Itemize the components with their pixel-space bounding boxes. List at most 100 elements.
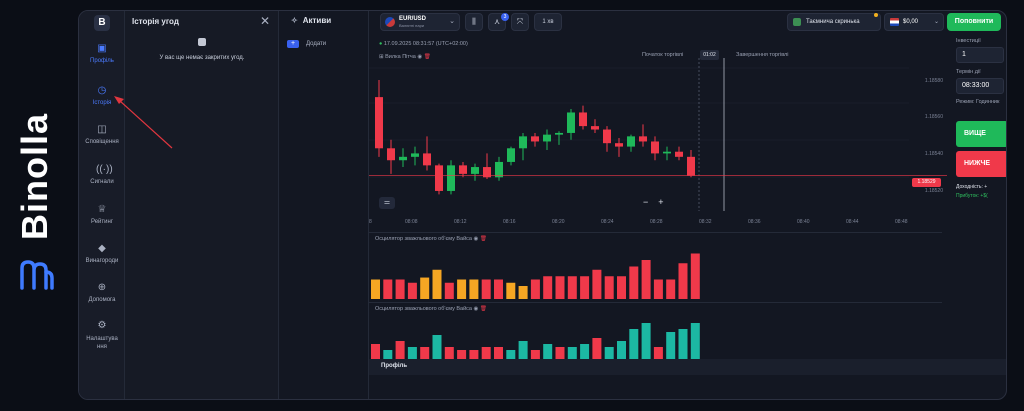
nav-history[interactable]: ◷ Історія [79, 85, 125, 106]
nav-label: Допомога [88, 297, 116, 303]
candle-body [483, 167, 491, 178]
volume-bar [530, 350, 540, 365]
candle-body [531, 136, 539, 142]
higher-button[interactable]: ВИЩЕ [956, 121, 1006, 147]
term-input[interactable]: 08:33:00 [956, 78, 1004, 94]
chart-type-button[interactable]: ⫼ [465, 13, 483, 31]
volume-bar [506, 350, 516, 365]
time-tick: 08:20 [552, 219, 565, 225]
drawing-tools-button[interactable]: ⤧ [511, 13, 529, 31]
candle-body [411, 153, 419, 157]
volume-bar [592, 269, 602, 299]
chart-settings-button[interactable]: ⚌ [379, 197, 395, 209]
volume-bar [371, 344, 380, 365]
close-icon[interactable]: ✕ [259, 14, 270, 28]
add-asset-label[interactable]: Додати [306, 41, 327, 47]
assets-title-text: Активи [302, 16, 332, 25]
volume-bar [444, 347, 454, 365]
volume-bar [518, 341, 528, 365]
assets-panel: ✧ Активи + Додати [279, 11, 369, 399]
trade-end-label: Завершення торгівлі [736, 52, 789, 58]
candle-body [675, 151, 683, 157]
eye-icon[interactable]: ◉ [473, 306, 479, 312]
nav-label: Сигнали [90, 179, 114, 185]
time-tick: 08:28 [650, 219, 663, 225]
candle-body [639, 136, 647, 142]
eye-icon[interactable]: ◉ [417, 54, 423, 60]
pair-category: Валютні пари [399, 23, 425, 28]
price-tick: 1.18560 [924, 114, 943, 120]
nav-rewards[interactable]: ◆ Винагороди [79, 243, 125, 264]
volume-bar [395, 279, 405, 299]
nav-notifications[interactable]: ◫ Сповіщення [79, 124, 125, 145]
mystery-box-button[interactable]: Таємнича скринька [787, 13, 881, 31]
time-tick: 8 [369, 219, 372, 225]
help-globe-icon: ⊕ [97, 282, 107, 293]
candle-body [603, 129, 611, 144]
nav-label: Рейтинг [90, 219, 114, 225]
candles-icon: ⫼ [472, 17, 476, 26]
history-panel: Історія угод ✕ У вас ще немає закритих у… [125, 11, 279, 399]
volume-bar [432, 335, 442, 365]
price-tick: 1.18580 [924, 78, 943, 84]
volume-bar [629, 266, 639, 299]
volume-bar [678, 329, 688, 365]
nav-label: Винагороди [85, 258, 119, 264]
volume-bar [371, 279, 380, 299]
price-tick: 1.18520 [924, 188, 943, 194]
candle-body [591, 126, 599, 130]
volume-bar [641, 323, 651, 365]
volume-bar [457, 350, 467, 365]
zoom-in-button[interactable]: + [658, 197, 664, 207]
trade-panel: Інвестиції 1 Термін дії 08:33:00 Режим: … [952, 33, 1006, 378]
chevron-down-icon: ⌄ [449, 18, 455, 25]
volume-bar [420, 277, 430, 299]
volume-bar [494, 347, 503, 365]
add-asset-button[interactable]: + [287, 40, 299, 48]
volume-bar [567, 276, 577, 299]
time-tick: 08:48 [895, 219, 908, 225]
app-logo-icon[interactable]: B [94, 15, 110, 31]
deposit-button[interactable]: Поповнити [947, 13, 1001, 31]
zoom-out-button[interactable]: − [643, 197, 649, 207]
sparkle-icon: ✧ [291, 16, 298, 25]
balance-selector[interactable]: $0,00 ⌄ [884, 13, 944, 31]
nav-profile[interactable]: ▣ Профіль [79, 43, 125, 64]
lower-button[interactable]: НИЖЧЕ [956, 151, 1006, 177]
volume-bar [617, 276, 626, 299]
volume-bar [666, 332, 676, 365]
volume-bar [555, 276, 565, 299]
nav-settings[interactable]: ⚙ Налаштування [79, 320, 125, 351]
remaining-time-chip: 01:02 [700, 50, 719, 60]
eye-icon[interactable]: ◉ [473, 236, 479, 242]
diamond-icon: ◆ [98, 243, 106, 254]
trash-icon[interactable]: 🗑 [423, 54, 431, 60]
volume-bar [592, 338, 602, 365]
chart-datetime: ● 17.09.2025 08:31:57 (UTC+02:00) [379, 41, 468, 47]
indicators-button[interactable]: ⋏ 3 [488, 13, 509, 31]
nav-signals[interactable]: ((·)) Сигнали [79, 164, 125, 185]
timeframe-button[interactable]: 1 хв [534, 13, 562, 31]
candle-body [399, 156, 407, 161]
trash-icon[interactable]: 🗑 [479, 306, 487, 312]
indicator-icon: ⊞ [379, 54, 384, 60]
nav-rating[interactable]: ♕ Рейтинг [79, 204, 125, 225]
mode-label: Режим: Годинник [956, 99, 1000, 105]
nav-label: Профіль [90, 58, 114, 64]
investment-input[interactable]: 1 [956, 47, 1004, 63]
asset-selector[interactable]: EUR/USD Валютні пари ⌄ [380, 13, 460, 31]
top-toolbar: EUR/USD Валютні пари ⌄ ⫼ ⋏ 3 ⤧ 1 хв Таємн… [369, 11, 1006, 33]
zoom-controls: − + [643, 197, 677, 209]
candle-body [567, 112, 575, 133]
nav-help[interactable]: ⊕ Допомога [79, 282, 125, 303]
trash-icon[interactable]: 🗑 [479, 236, 487, 242]
gift-icon [793, 18, 801, 26]
volume-panel-1-title: Осцилятор зважльового об'єму Вайса ◉ 🗑 [375, 236, 487, 242]
price-tick: 1.18540 [924, 151, 943, 157]
profile-bar[interactable]: Профіль [369, 359, 1006, 375]
chart-area[interactable]: ● 17.09.2025 08:31:57 (UTC+02:00) ⊞ Вилк… [369, 33, 947, 378]
sliders-icon: ⚌ [383, 199, 391, 206]
history-empty-text: У вас ще немає закритих угод. [159, 55, 245, 61]
chevron-down-icon: ⌄ [933, 19, 939, 25]
